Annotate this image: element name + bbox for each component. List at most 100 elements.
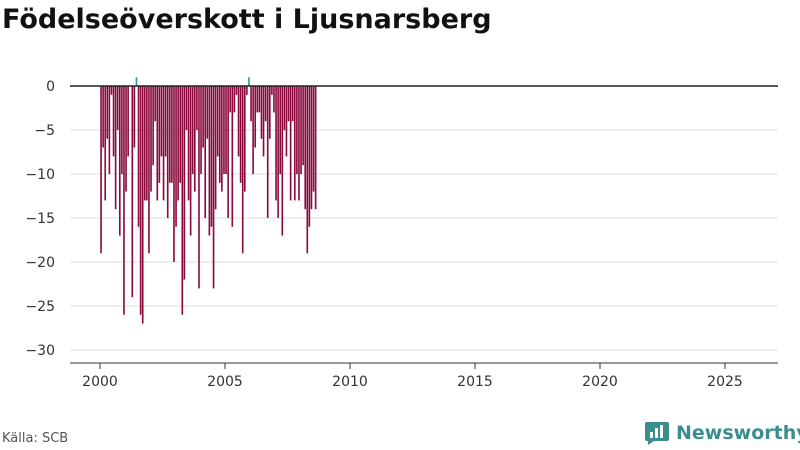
bar	[296, 86, 298, 174]
bar	[281, 86, 284, 236]
bar	[156, 86, 159, 201]
bar	[310, 86, 313, 210]
bar	[218, 86, 221, 183]
bar	[164, 86, 167, 157]
bar	[125, 86, 127, 192]
bar	[206, 86, 209, 139]
bar	[110, 86, 113, 95]
bar	[121, 86, 123, 174]
bar	[266, 86, 269, 218]
bar	[256, 86, 259, 113]
bar	[289, 86, 292, 201]
bar	[308, 86, 311, 227]
x-tick-label: 2025	[707, 374, 743, 390]
bar	[183, 86, 186, 280]
bar	[191, 86, 194, 174]
bar	[268, 86, 271, 139]
bar	[104, 86, 107, 201]
bar-chart: 0 −5 −10 −15 −20 −25 −30 2000 2005 2010 2015 2020 20…	[25, 77, 778, 390]
axes: 0 −5 −10 −15 −20 −25 −30 2000 2005 2010 2015 2020 20…	[25, 79, 778, 390]
brand-logo: Newsworthy	[644, 420, 800, 446]
x-tick-label: 2020	[582, 374, 618, 390]
bar	[135, 77, 138, 86]
bar	[221, 86, 223, 192]
bar	[168, 86, 171, 183]
bar	[277, 86, 279, 218]
bar	[314, 86, 317, 210]
bar	[216, 86, 219, 157]
bar	[152, 86, 154, 166]
bar	[250, 86, 252, 122]
bar	[154, 86, 157, 122]
bar	[231, 86, 234, 227]
bar	[306, 86, 309, 254]
x-tick-label: 2005	[207, 374, 243, 390]
bar	[108, 86, 111, 174]
bar	[300, 86, 302, 174]
bar	[106, 86, 109, 139]
bar	[243, 86, 246, 192]
bar	[141, 86, 144, 324]
y-tick-label: −25	[25, 299, 55, 315]
bar	[181, 86, 184, 315]
x-tick-label: 2015	[457, 374, 493, 390]
bar	[187, 86, 190, 201]
bar	[171, 86, 173, 183]
bar	[177, 86, 179, 201]
brand-name: Newsworthy	[676, 422, 800, 444]
bar	[254, 86, 257, 148]
bar	[158, 86, 161, 183]
bars	[100, 77, 317, 324]
bar	[196, 86, 198, 130]
chart-title: Födelseöverskott i Ljusnarsberg	[2, 4, 492, 35]
bar	[146, 86, 148, 201]
bar	[210, 86, 213, 227]
bar	[166, 86, 169, 218]
bar	[283, 86, 286, 130]
bar	[235, 86, 238, 95]
bar	[246, 86, 248, 95]
bar	[262, 86, 265, 157]
bar	[204, 86, 207, 218]
bar-chart-logo-icon	[645, 422, 669, 445]
bar	[133, 86, 136, 148]
bar	[212, 86, 215, 289]
bar	[175, 86, 177, 227]
bar	[202, 86, 204, 148]
bar	[237, 86, 240, 157]
bar	[137, 86, 140, 227]
bar	[162, 86, 165, 201]
bar	[173, 86, 175, 262]
bar	[273, 86, 275, 113]
bar	[287, 86, 290, 122]
bar	[127, 86, 129, 157]
bar	[214, 86, 217, 210]
bar	[148, 86, 150, 254]
bar	[258, 86, 261, 113]
bar	[160, 86, 163, 157]
y-tick-label: −10	[25, 167, 55, 183]
bar	[293, 86, 296, 201]
bar	[239, 86, 242, 183]
bar	[298, 86, 300, 201]
bar	[291, 86, 294, 122]
y-tick-label: 0	[46, 79, 55, 95]
bar	[260, 86, 263, 139]
y-tick-label: −5	[34, 123, 55, 139]
x-tick-label: 2010	[332, 374, 368, 390]
bar	[193, 86, 196, 192]
bar	[131, 86, 134, 298]
bar	[189, 86, 192, 236]
bar	[223, 86, 225, 174]
x-tick-label: 2000	[82, 374, 118, 390]
bar	[114, 86, 117, 210]
bar	[179, 86, 182, 183]
bar	[198, 86, 200, 289]
bar	[185, 86, 188, 130]
bar	[150, 86, 152, 192]
y-tick-label: −15	[25, 211, 55, 227]
bar	[227, 86, 229, 218]
source-note: Källa: SCB	[2, 431, 69, 446]
bar	[208, 86, 211, 236]
y-tick-label: −30	[25, 343, 55, 359]
